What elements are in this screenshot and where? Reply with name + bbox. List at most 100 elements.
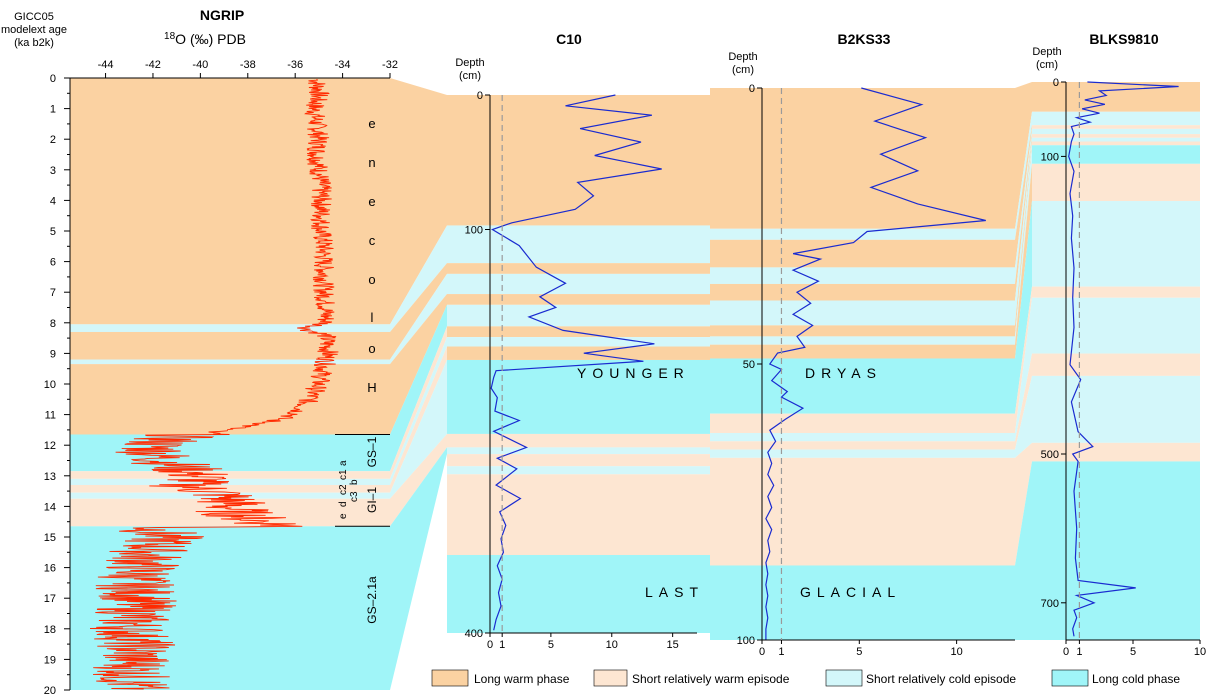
blks9810-xtick-label-0: 0	[1063, 646, 1069, 658]
younger-label: YOUNGER	[577, 365, 690, 381]
phase-band-3-12	[1032, 353, 1200, 376]
connector-0-7	[390, 337, 447, 485]
connector-0-2	[390, 263, 447, 360]
age-tick-label-2: 2	[50, 134, 56, 146]
holocene-letter-1: e	[368, 116, 375, 131]
connector-0-10	[390, 433, 447, 527]
connector-2-6	[1015, 141, 1032, 337]
phase-band-3-1	[1032, 111, 1200, 126]
age-tick-label-5: 5	[50, 226, 56, 238]
phase-band-2-3	[710, 267, 1015, 284]
holocene-letter-4: c	[369, 233, 376, 248]
phase-band-3-5	[1032, 137, 1200, 142]
connector-2-13	[1015, 375, 1032, 458]
b2ks33-title: B2KS33	[838, 31, 891, 47]
ngrip-xtick-label--44: -44	[98, 59, 114, 71]
c10-depth-label-2: (cm)	[459, 70, 481, 82]
connector-2-15	[1015, 461, 1032, 640]
connector-2-5	[1015, 137, 1032, 326]
ngrip-xtick-label--38: -38	[240, 59, 256, 71]
connector-0-4	[390, 294, 447, 435]
c10-ytick-label-0: 0	[477, 90, 483, 102]
dryas-label: DRYAS	[805, 365, 882, 381]
phase-band-2-13	[710, 449, 1015, 458]
phase-band-2-9	[710, 358, 1015, 414]
connector-0-5	[390, 304, 447, 472]
phase-band-2-14	[710, 457, 1015, 566]
holocene-letter-2: n	[368, 155, 375, 170]
ngrip-xlabel: 18O (‰) PDB	[164, 31, 246, 47]
phase-band-1-13	[447, 466, 710, 475]
phase-band-1-5	[447, 304, 710, 327]
phase-band-0-6	[70, 471, 390, 479]
connector-2-3	[1015, 128, 1032, 284]
gi1-label: GI–1	[365, 487, 379, 513]
phase-band-2-11	[710, 433, 1015, 442]
phase-band-0-4	[70, 364, 390, 435]
b2ks33-ytick-label-50: 50	[743, 359, 755, 371]
ngrip-xlabel-text: O (‰) PDB	[175, 31, 246, 47]
blks9810-depth-label-1: Depth	[1032, 46, 1061, 58]
holocene-letter-6: l	[371, 310, 374, 325]
gi-sub-d: d	[338, 501, 349, 507]
legend-label-short-cold: Short relatively cold episode	[866, 672, 1016, 686]
phase-band-2-6	[710, 325, 1015, 337]
phase-band-3-4	[1032, 134, 1200, 138]
connector-2-14	[1015, 442, 1032, 566]
phase-band-1-15	[447, 554, 710, 633]
ngrip-xtick-label--40: -40	[192, 59, 208, 71]
legend-swatch-short-cold	[825, 669, 863, 687]
correlation-connectors	[390, 78, 1032, 690]
connector-2-0	[1015, 82, 1032, 229]
connector-0-0	[390, 78, 447, 325]
phase-band-1-1	[447, 225, 710, 264]
phase-band-0-1	[70, 324, 390, 332]
connector-2-10	[1015, 286, 1032, 433]
legend-swatch-long-cold	[1051, 669, 1089, 687]
phase-band-1-12	[447, 454, 710, 467]
ngrip-xtick-label--32: -32	[382, 59, 398, 71]
b2ks33-xtick-label-5: 5	[856, 646, 862, 658]
b2ks33-depth-label-1: Depth	[728, 51, 757, 63]
phase-band-1-11	[447, 447, 710, 455]
ngrip-xtick-label--36: -36	[287, 59, 303, 71]
phase-band-2-2	[710, 239, 1015, 268]
last-label: LAST	[645, 584, 704, 600]
age-tick-label-15: 15	[44, 532, 56, 544]
phase-band-2-7	[710, 336, 1015, 345]
phase-band-1-6	[447, 326, 710, 338]
legend-label-short-warm: Short relatively warm episode	[632, 672, 790, 686]
phase-band-2-5	[710, 300, 1015, 326]
blks9810-xtick-label-1: 1	[1076, 646, 1082, 658]
age-tick-label-19: 19	[44, 654, 56, 666]
connector-0-3	[390, 273, 447, 365]
phase-band-1-10	[447, 433, 710, 448]
age-tick-label-13: 13	[44, 471, 56, 483]
phase-band-1-3	[447, 273, 710, 295]
phase-band-2-12	[710, 441, 1015, 450]
age-tick-label-17: 17	[44, 593, 56, 605]
connector-0-6	[390, 326, 447, 479]
age-tick-label-6: 6	[50, 257, 56, 269]
age-tick-label-3: 3	[50, 165, 56, 177]
phase-band-1-14	[447, 474, 710, 555]
gi-sub-a: a	[338, 460, 349, 466]
gs21a-label: GS–2.1a	[365, 576, 379, 624]
gi-sub-c3: c3	[349, 491, 360, 502]
blks9810-ytick-label-700: 700	[1041, 598, 1059, 610]
connector-2-1	[1015, 111, 1032, 240]
phase-band-1-0	[447, 95, 710, 226]
holocene-letter-7: o	[368, 341, 375, 356]
phase-band-3-11	[1032, 297, 1200, 354]
b2ks33-proxy-curve	[765, 87, 986, 640]
phase-band-0-2	[70, 331, 390, 360]
c10-xtick-label-5: 5	[548, 639, 554, 651]
phase-band-1-7	[447, 337, 710, 347]
age-tick-label-11: 11	[45, 410, 56, 422]
gs1-label: GS–1	[365, 436, 379, 467]
phase-band-0-3	[70, 359, 390, 365]
age-tick-label-8: 8	[50, 318, 56, 330]
gi-sub-e: e	[338, 513, 349, 519]
age-axis-label-line3: (ka b2k)	[14, 37, 54, 49]
